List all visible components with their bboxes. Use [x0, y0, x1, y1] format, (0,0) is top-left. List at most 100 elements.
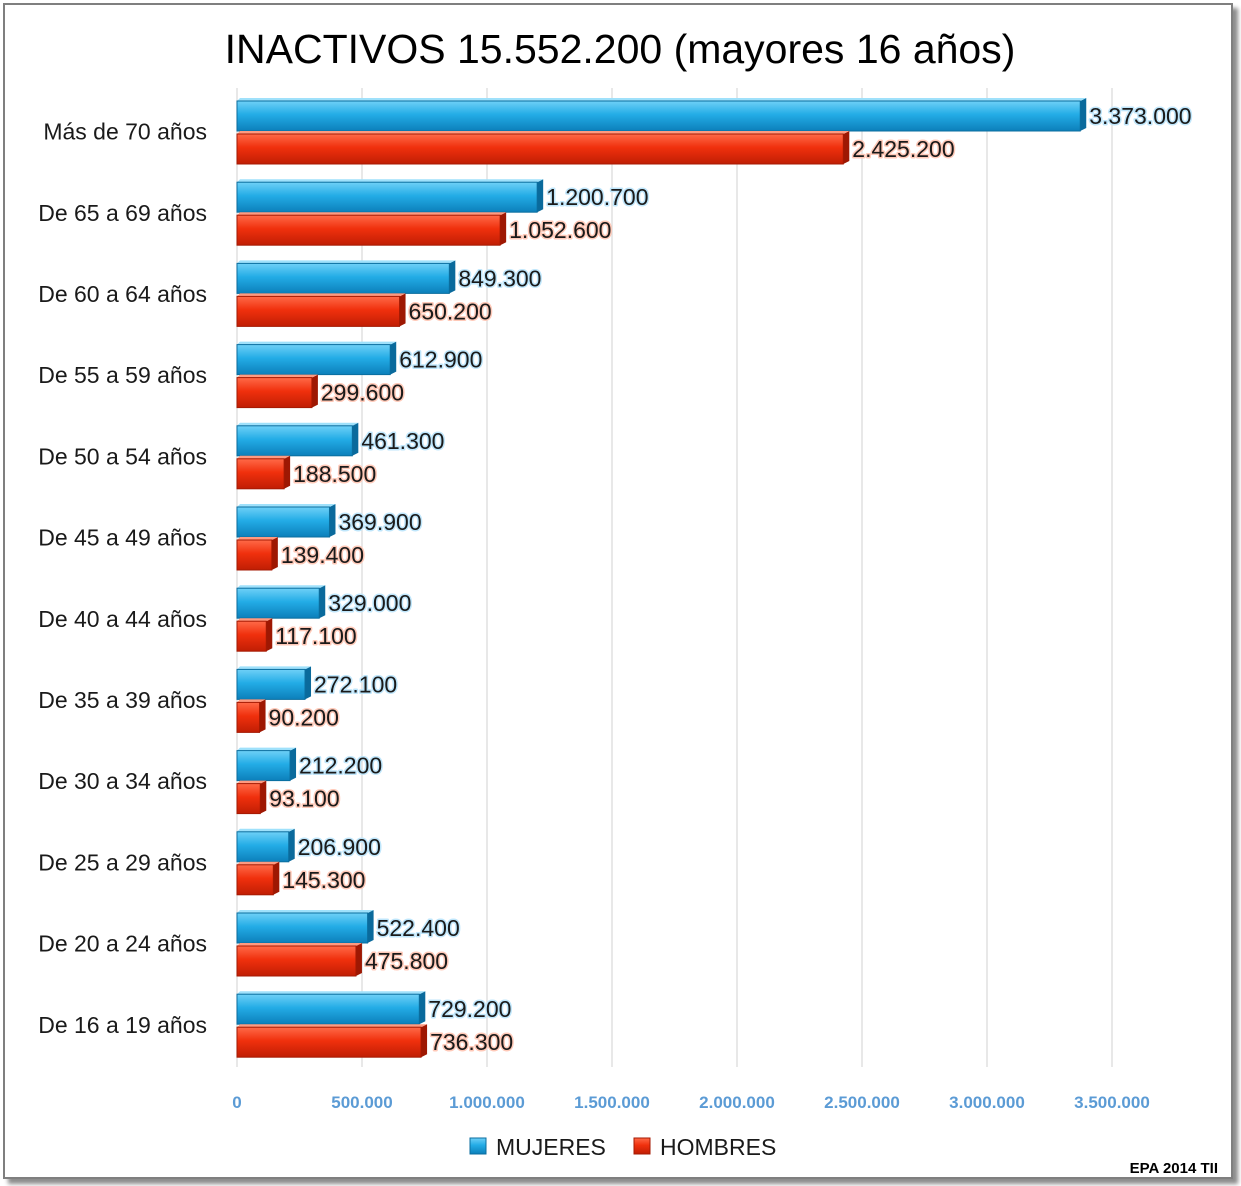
- data-label-halo: 188.500: [293, 461, 376, 487]
- data-label: 139.400: [281, 542, 364, 568]
- category-label: De 50 a 54 años: [38, 443, 207, 469]
- data-label-halo: 1.052.600: [509, 217, 611, 243]
- data-label-halo: 206.900: [298, 834, 381, 860]
- bar-side: [390, 341, 397, 375]
- bar-side: [329, 504, 336, 537]
- data-label: 2.425.200: [852, 136, 954, 162]
- bar-side: [319, 585, 326, 619]
- data-label: 117.100: [275, 623, 356, 649]
- bar-top: [237, 260, 456, 264]
- legend-label-hombres: HOMBRES: [660, 1134, 776, 1160]
- data-label-halo: 212.200: [299, 753, 382, 779]
- bar-mujeres: [236, 587, 320, 619]
- data-label-halo: 90.200: [269, 704, 339, 730]
- data-label-halo: 2.425.200: [852, 136, 954, 162]
- category-label: De 30 a 34 años: [38, 768, 207, 794]
- bar-mujeres: [236, 181, 538, 213]
- bar-side: [273, 861, 280, 895]
- data-label-halo: 272.100: [314, 671, 397, 697]
- data-label: 729.200: [428, 996, 511, 1022]
- bars: [236, 98, 1087, 1058]
- data-label-halo: 3.373.000: [1089, 103, 1191, 129]
- x-tick-label: 500.000: [331, 1093, 392, 1112]
- data-label-halo: 650.200: [409, 298, 492, 324]
- x-tick-label: 2.000.000: [699, 1093, 775, 1112]
- gridlines: [236, 88, 1113, 1067]
- bar-side: [352, 422, 359, 456]
- bar-side: [284, 455, 291, 489]
- data-label-halo: 849.300: [458, 265, 541, 291]
- bar-hombres: [236, 864, 274, 896]
- bar-top: [237, 666, 312, 670]
- bar-top: [237, 828, 295, 832]
- bar-mujeres: [236, 831, 290, 863]
- bar-side: [500, 212, 507, 246]
- x-tick-label: 3.500.000: [1074, 1093, 1150, 1112]
- data-label: 90.200: [269, 704, 339, 730]
- bar-side: [1080, 98, 1087, 131]
- bar-hombres: [236, 458, 285, 490]
- bar-side: [259, 699, 266, 733]
- data-label-halo: 117.100: [275, 623, 356, 649]
- bar-top: [237, 991, 426, 995]
- category-labels: Más de 70 años De 65 a 69 años De 60 a 64 …: [38, 119, 207, 1038]
- bar-mujeres: [236, 750, 291, 782]
- bar-side: [537, 179, 544, 213]
- bar-mujeres: [236, 993, 420, 1025]
- bar-hombres: [236, 295, 401, 327]
- bar-mujeres: [236, 100, 1081, 132]
- data-label: 369.900: [338, 509, 421, 535]
- bar-top: [237, 455, 291, 459]
- data-label-halo: 93.100: [269, 786, 339, 812]
- x-tick-label: 3.000.000: [949, 1093, 1025, 1112]
- data-label: 3.373.000: [1089, 103, 1191, 129]
- bar-side: [305, 666, 312, 700]
- data-label: 206.900: [298, 834, 381, 860]
- data-label: 272.100: [314, 671, 397, 697]
- data-label-halo: 522.400: [377, 915, 460, 941]
- source-note: EPA 2014 TII: [1130, 1160, 1218, 1177]
- data-label: 212.200: [299, 753, 382, 779]
- bar-top: [237, 585, 326, 589]
- data-label: 849.300: [458, 265, 541, 291]
- bar-hombres: [236, 214, 501, 246]
- bar-top: [237, 212, 507, 216]
- data-label: 299.600: [321, 380, 404, 406]
- data-label-halo: 139.400: [281, 542, 364, 568]
- bar-mujeres: [236, 425, 353, 457]
- bar-top: [237, 910, 374, 913]
- bar-top: [237, 374, 318, 378]
- chart-title: INACTIVOS 15.552.200 (mayores 16 años): [225, 26, 1016, 72]
- data-label-halo: 299.600: [321, 380, 404, 406]
- data-label: 475.800: [365, 948, 448, 974]
- bar-top: [237, 131, 850, 134]
- bar-side: [421, 1024, 428, 1058]
- bar-top: [237, 780, 267, 784]
- category-label: De 55 a 59 años: [38, 362, 207, 388]
- category-label: De 45 a 49 años: [38, 525, 207, 551]
- bar-top: [237, 747, 297, 751]
- data-label-halo: 612.900: [399, 347, 482, 373]
- data-label: 188.500: [293, 461, 376, 487]
- bar-side: [399, 293, 406, 327]
- data-label-halo: 729.200: [428, 996, 511, 1022]
- data-label: 650.200: [409, 298, 492, 324]
- bar-top: [237, 861, 280, 865]
- data-label: 461.300: [361, 428, 444, 454]
- bar-mujeres: [236, 912, 369, 944]
- bar-top: [237, 98, 1087, 101]
- bar-side: [260, 780, 267, 814]
- x-tick-label: 1.500.000: [574, 1093, 650, 1112]
- data-label-halo: 475.800: [365, 948, 448, 974]
- bar-hombres: [236, 701, 261, 733]
- data-label-halo: 461.300: [361, 428, 444, 454]
- category-label: De 25 a 29 años: [38, 849, 207, 875]
- bar-mujeres: [236, 262, 450, 294]
- x-tick-label: 1.000.000: [449, 1093, 525, 1112]
- category-label: De 35 a 39 años: [38, 687, 207, 713]
- category-label: Más de 70 años: [43, 119, 207, 145]
- data-label: 1.200.700: [546, 184, 648, 210]
- bar-top: [237, 537, 278, 540]
- bar-side: [311, 374, 318, 408]
- bar-mujeres: [236, 506, 330, 538]
